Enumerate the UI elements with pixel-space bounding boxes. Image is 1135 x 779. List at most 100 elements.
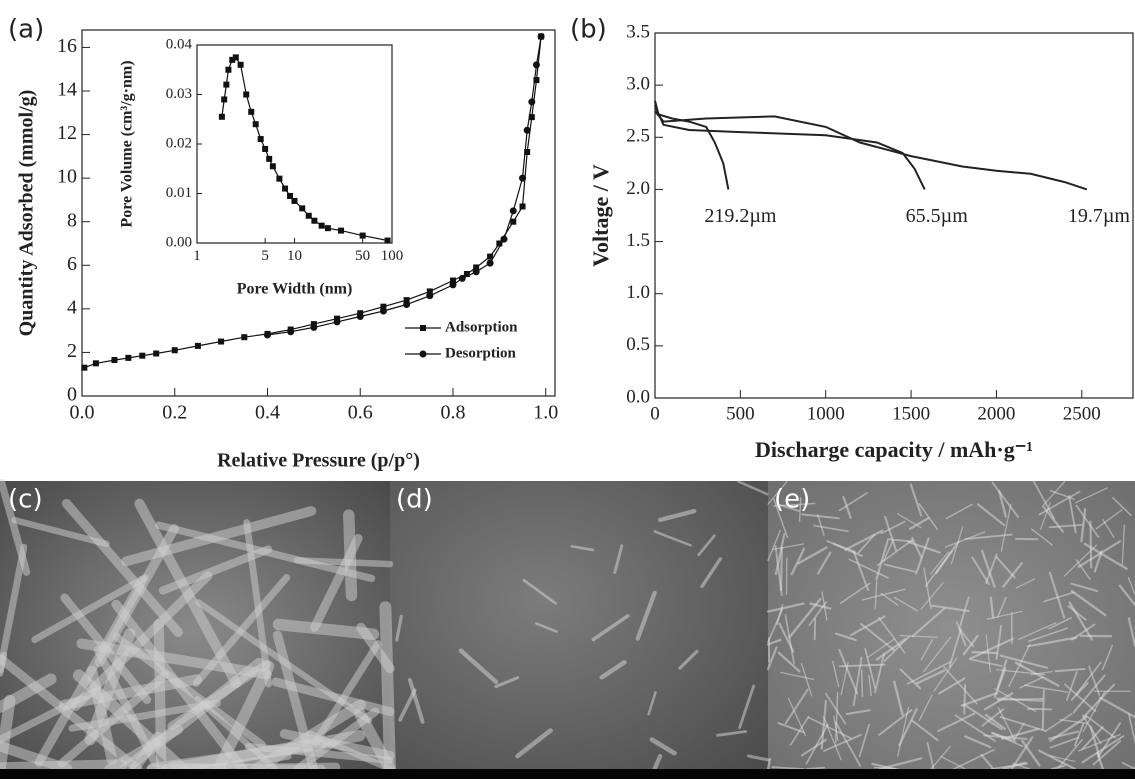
curve-label: 65.5µm — [906, 205, 969, 227]
fiber — [1049, 736, 1080, 749]
fiber — [893, 680, 904, 716]
y-tick-label: 2.0 — [626, 178, 650, 199]
fiber — [121, 506, 317, 567]
fiber — [823, 733, 862, 752]
panel-label: (a) — [8, 15, 44, 45]
fiber — [784, 688, 809, 725]
fiber — [1030, 670, 1053, 676]
fiber — [897, 707, 910, 757]
y-tick-label: 2.5 — [626, 126, 650, 147]
fiber — [1050, 764, 1066, 771]
marker — [359, 232, 366, 239]
fiber — [845, 709, 871, 716]
fiber — [874, 579, 878, 610]
marker — [532, 61, 540, 69]
fiber — [920, 581, 944, 610]
x-tick-label: 1.0 — [533, 402, 558, 424]
fiber — [899, 668, 922, 690]
fiber — [310, 533, 363, 632]
fiber — [243, 519, 272, 688]
fiber — [915, 537, 930, 575]
fiber — [930, 551, 950, 575]
sem-image — [390, 481, 768, 779]
fiber — [908, 517, 930, 530]
fiber — [1095, 509, 1123, 530]
fiber — [844, 529, 884, 551]
fiber — [834, 632, 857, 642]
fiber — [852, 551, 870, 591]
legend-marker — [419, 350, 427, 358]
fiber — [1070, 589, 1107, 617]
fiber — [857, 533, 876, 554]
fiber — [838, 648, 859, 695]
x-axis-label: Relative Pressure (p/p°) — [217, 450, 420, 472]
fiber — [1102, 518, 1115, 538]
fiber — [871, 762, 896, 771]
fiber — [878, 709, 913, 736]
fiber — [816, 513, 825, 536]
y-tick-label: 2 — [67, 340, 77, 362]
fiber — [398, 688, 417, 722]
fiber — [1027, 627, 1068, 643]
fiber — [1043, 591, 1076, 603]
marker — [426, 292, 434, 300]
fiber — [909, 483, 923, 517]
fiber — [515, 728, 553, 759]
fiber — [716, 730, 748, 737]
sem-texture — [0, 479, 1135, 775]
fiber — [1072, 674, 1106, 714]
marker — [269, 163, 276, 170]
x-axis-label: Discharge capacity / mAh·g⁻¹ — [755, 437, 1033, 462]
fiber — [816, 551, 832, 575]
y-axis-label: Quantity Adsorbed (mmol/g) — [16, 90, 38, 337]
fiber — [996, 697, 1044, 701]
fiber — [658, 508, 697, 523]
fiber — [738, 684, 756, 730]
fiber — [1083, 542, 1128, 570]
fiber — [838, 492, 868, 512]
fiber — [787, 697, 807, 737]
series-line — [654, 105, 926, 190]
plot-frame — [81, 29, 556, 397]
fiber — [458, 648, 499, 685]
fiber — [0, 694, 16, 775]
marker — [487, 253, 494, 260]
marker — [125, 354, 132, 361]
fiber — [935, 540, 960, 575]
fiber — [1019, 676, 1045, 689]
fiber — [898, 707, 918, 747]
y-tick-label: 16 — [57, 35, 77, 57]
marker — [299, 205, 306, 212]
marker — [243, 91, 250, 98]
curve-label: 219.2µm — [704, 205, 777, 227]
fiber — [874, 652, 886, 693]
fiber — [930, 604, 970, 613]
fiber — [825, 692, 847, 725]
fiber — [1044, 713, 1073, 732]
marker — [171, 347, 178, 354]
marker — [472, 268, 480, 276]
fiber — [697, 534, 716, 557]
fiber — [834, 721, 862, 767]
fiber — [999, 654, 1048, 669]
marker — [263, 331, 271, 339]
panel-label: (e) — [774, 485, 810, 515]
fiber — [918, 503, 939, 531]
marker — [449, 277, 456, 284]
marker — [194, 342, 201, 349]
fiber — [899, 634, 938, 638]
fiber — [776, 604, 784, 626]
y-tick-label: 0.0 — [626, 386, 650, 407]
fiber — [700, 557, 722, 589]
marker — [509, 207, 517, 215]
x-tick-label: 2500 — [1063, 403, 1101, 424]
fiber — [880, 592, 899, 606]
marker — [528, 114, 535, 121]
fiber — [996, 596, 1007, 619]
fiber — [991, 481, 1020, 518]
fiber — [407, 677, 425, 724]
marker — [248, 108, 255, 115]
x-tick-label: 5 — [261, 248, 269, 264]
fiber — [976, 503, 1006, 527]
fiber — [1097, 722, 1122, 759]
